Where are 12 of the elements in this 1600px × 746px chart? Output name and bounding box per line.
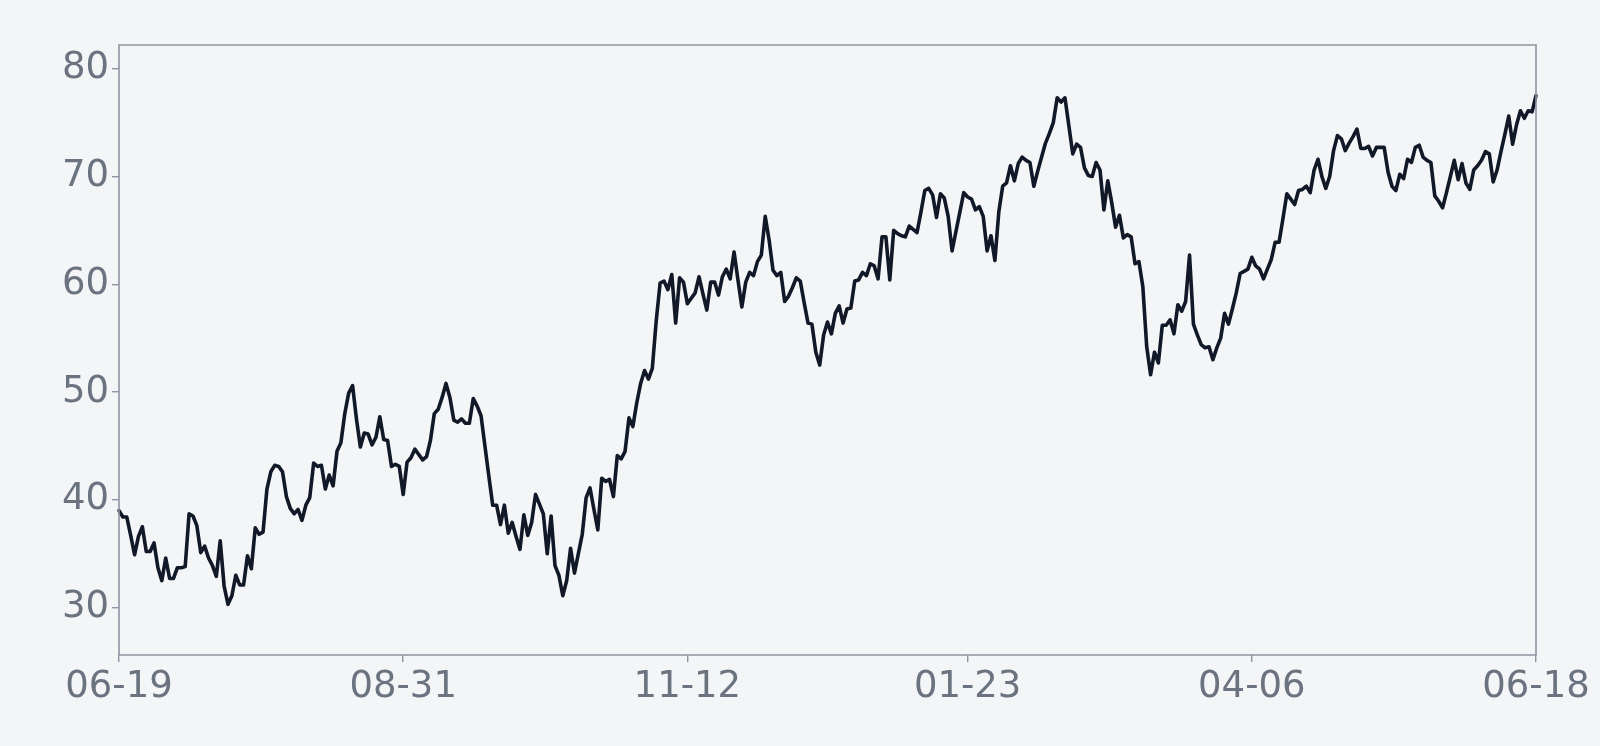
y-tick-label: 30 — [61, 583, 109, 627]
x-tick-label: 06-19 — [65, 662, 173, 706]
y-tick-label: 40 — [61, 475, 109, 519]
x-tick-label: 06-18 — [1482, 662, 1590, 706]
x-tick-label: 11-12 — [633, 662, 742, 706]
y-tick-label: 60 — [61, 259, 109, 303]
x-tick-label: 08-31 — [349, 662, 457, 706]
y-tick-label: 70 — [61, 152, 109, 196]
y-tick-label: 50 — [61, 367, 109, 411]
x-tick-label: 04-06 — [1198, 662, 1306, 706]
x-tick-label: 01-23 — [913, 662, 1022, 706]
y-tick-label: 80 — [61, 44, 109, 88]
